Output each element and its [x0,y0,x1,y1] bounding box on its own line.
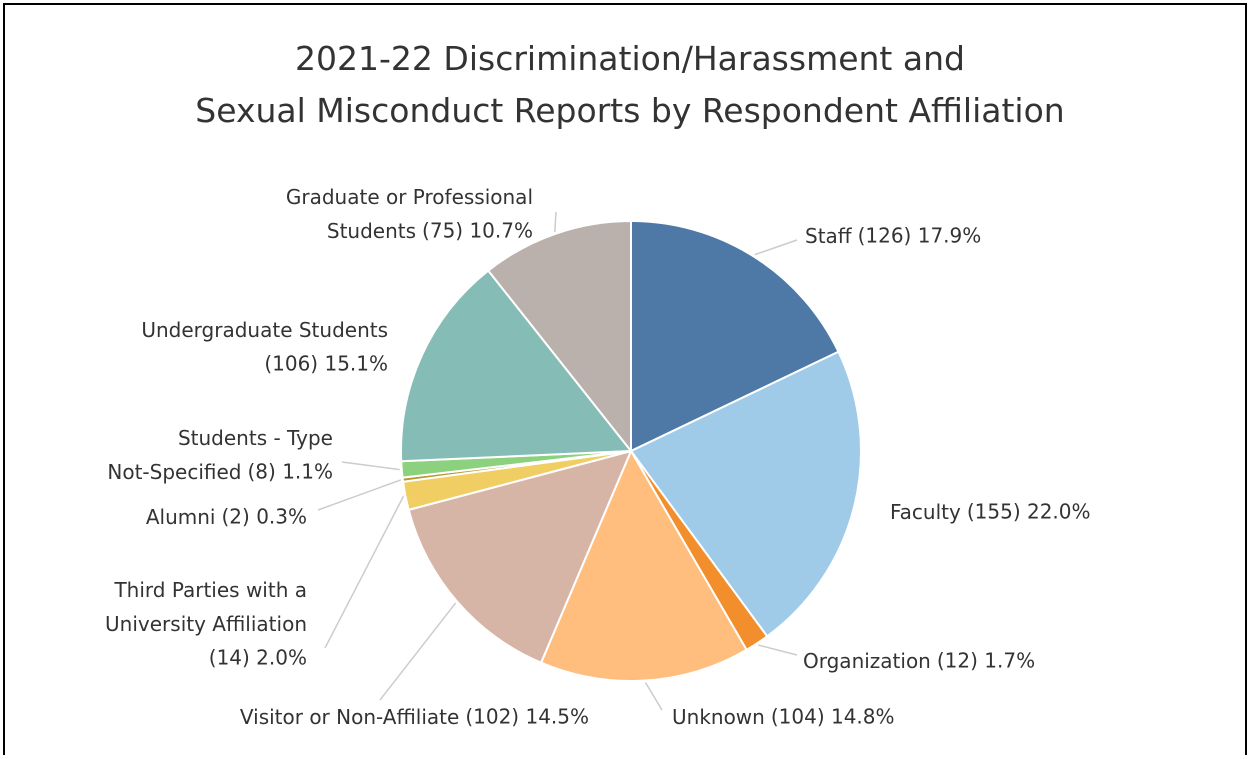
chart-title: 2021-22 Discrimination/Harassment and Sex… [195,39,1064,130]
pie-slice [407,449,633,665]
slice-label: Students - Type Not-Specified [107,426,333,484]
value-label: (8) 1.1% [248,460,334,484]
value-label: (14) 2.0% [209,646,307,670]
slice-label: Organization [803,649,931,673]
leader-line [757,644,798,656]
slice-label: Unknown [672,705,765,729]
leader-line [324,495,405,649]
leader-line [341,461,400,471]
value-label: (106) 15.1% [264,352,388,376]
value-label: (155) 22.0% [967,500,1091,524]
pie-slice [486,219,632,454]
leader-line [644,682,663,711]
slice-label: Staff [805,224,853,248]
leader-line [754,239,798,256]
slice-label: Third Parties with a University Affiliati… [105,578,307,636]
value-label: (75) 10.7% [422,219,533,243]
pie-slice [400,269,633,463]
value-label: (102) 14.5% [465,705,589,729]
value-label: (126) 17.9% [858,224,982,248]
pie-slice [539,448,748,682]
leader-line [379,602,457,701]
value-label: (2) 0.3% [222,505,308,529]
slice-label: Undergraduate Students [141,318,388,342]
slice-label: Faculty [890,500,961,524]
value-label: (12) 1.7% [937,649,1035,673]
slice-label: Visitor or Non-Affiliate [240,705,459,729]
pie-slice [630,219,840,453]
leader-line [317,479,402,511]
pie-slice [629,350,862,638]
leader-line [554,211,557,232]
slice-label: Graduate or Professional Students [286,185,533,243]
value-label: (104) 14.8% [771,705,895,729]
slice-label: Alumni [146,505,216,529]
